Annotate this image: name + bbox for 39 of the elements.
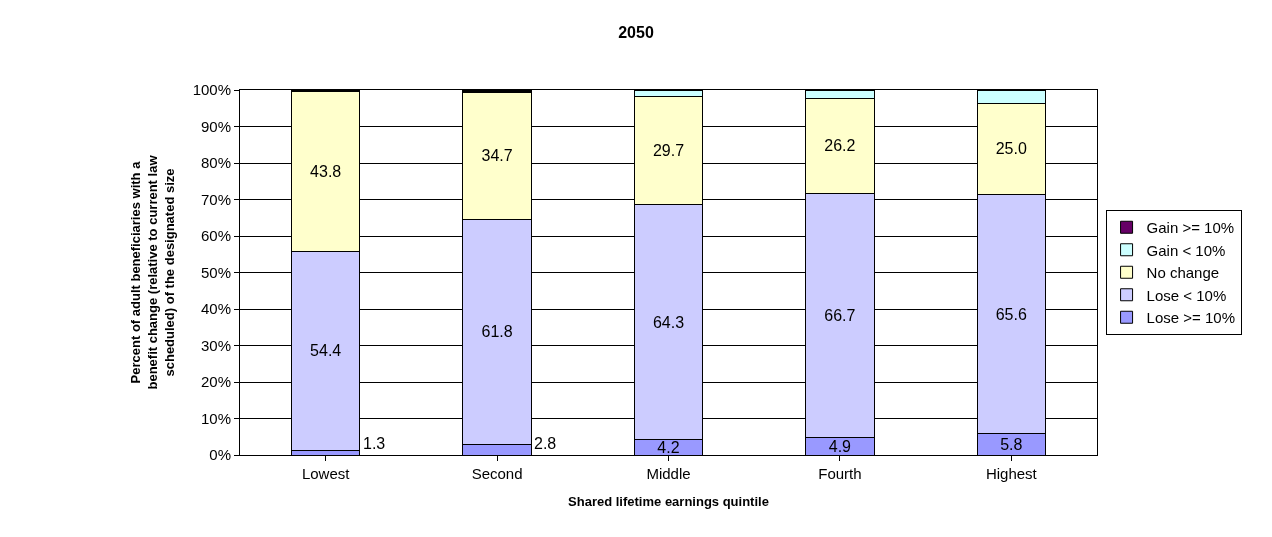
legend-label: Lose >= 10%	[1146, 309, 1235, 327]
x-tick-label: Second	[471, 465, 523, 482]
data-label: 29.7	[652, 142, 685, 160]
legend-label: Lose < 10%	[1146, 286, 1227, 304]
y-tick-label: 90%	[200, 117, 231, 135]
legend-label: No change	[1146, 264, 1220, 282]
data-label: 25.0	[995, 140, 1027, 158]
legend-label: Gain >= 10%	[1146, 219, 1235, 237]
data-label: 66.7	[824, 306, 856, 324]
x-axis-title: Shared lifetime earnings quintile	[568, 493, 769, 509]
data-label: 34.7	[481, 147, 513, 165]
y-axis-title: Percent of adult beneficiaries with a benefit change (relative to current law scheduled) of the designated size	[127, 154, 177, 390]
y-tick-label: 80%	[200, 154, 231, 172]
x-tick-label: Middle	[646, 465, 691, 482]
x-tick-label: Lowest	[301, 465, 351, 482]
data-label: 2.8	[534, 435, 557, 452]
data-label: 4.9	[828, 437, 852, 455]
data-label: 61.8	[481, 323, 513, 341]
data-label: 4.2	[657, 438, 680, 456]
legend-label: Gain < 10%	[1146, 241, 1226, 259]
y-tick-label: 40%	[200, 300, 231, 318]
x-tick-label: Fourth	[818, 465, 862, 482]
data-label: 26.2	[824, 137, 856, 155]
y-tick-label: 70%	[200, 190, 231, 208]
data-label: 54.4	[310, 342, 342, 360]
y-tick-label: 10%	[200, 409, 231, 427]
y-tick-label: 50%	[200, 263, 231, 281]
x-tick-label: Highest	[985, 465, 1038, 482]
data-label: 43.8	[310, 163, 342, 181]
chart-title: 2050	[618, 24, 654, 42]
data-label: 5.8	[1000, 435, 1023, 453]
y-tick-label: 100%	[192, 81, 231, 99]
y-tick-label: 0%	[209, 446, 231, 464]
y-tick-label: 20%	[200, 373, 231, 391]
data-label: 65.6	[995, 305, 1027, 323]
y-tick-label: 30%	[200, 336, 231, 354]
y-tick-label: 60%	[200, 227, 231, 245]
data-label: 1.3	[363, 435, 386, 452]
data-label: 64.3	[652, 313, 685, 331]
